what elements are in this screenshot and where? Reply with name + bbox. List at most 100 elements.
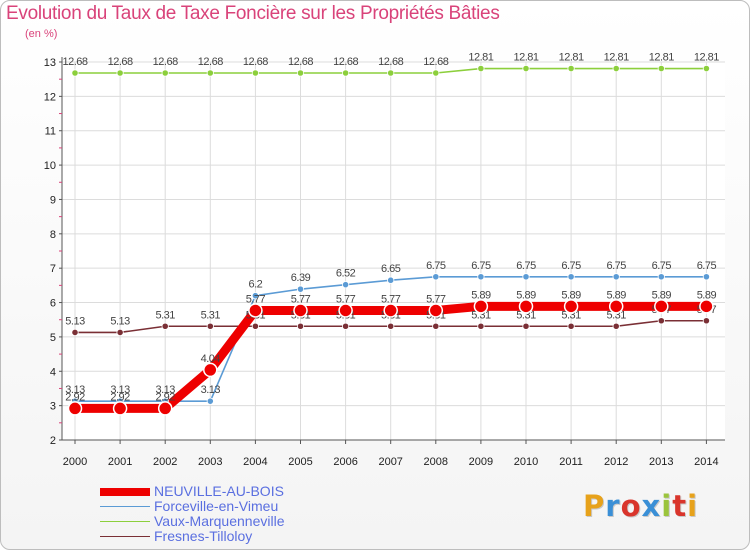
y-tick-label: 6 — [50, 298, 56, 310]
data-label: 5.31 — [516, 309, 536, 321]
y-tick-label: 9 — [50, 194, 56, 206]
data-point — [67, 401, 83, 416]
data-point — [612, 322, 620, 330]
data-label: 5.31 — [155, 309, 175, 321]
data-point — [383, 303, 398, 318]
data-point — [477, 273, 485, 281]
data-point — [567, 322, 575, 330]
data-point — [657, 64, 665, 73]
data-point — [251, 69, 259, 77]
x-tick-label: 2010 — [514, 456, 538, 468]
data-label: 6.65 — [381, 263, 401, 275]
legend-label: Fresnes-Tilloloy — [154, 528, 253, 544]
data-point — [341, 69, 350, 77]
data-label: 5.77 — [381, 293, 401, 305]
data-point — [206, 69, 214, 77]
data-point — [567, 273, 575, 281]
x-tick-label: 2013 — [649, 456, 673, 468]
x-tick-label: 2007 — [378, 456, 402, 468]
x-tick-label: 2009 — [469, 456, 493, 468]
data-point — [206, 322, 214, 330]
data-point — [112, 401, 128, 416]
data-point — [654, 299, 669, 314]
legend-swatch — [100, 506, 150, 507]
data-label: 12.68 — [198, 56, 223, 68]
data-label: 3.13 — [201, 384, 221, 396]
data-label: 3.13 — [155, 384, 175, 396]
y-tick-label: 3 — [50, 401, 56, 413]
data-point — [206, 397, 214, 405]
plot-area — [62, 62, 725, 440]
data-label: 12.81 — [468, 52, 493, 64]
data-label: 12.68 — [108, 56, 133, 68]
y-tick-label: 7 — [50, 263, 56, 275]
data-point — [116, 69, 124, 77]
data-label: 5.89 — [697, 289, 717, 301]
legend-swatch — [100, 536, 150, 537]
x-tick-label: 2012 — [604, 456, 628, 468]
data-point — [522, 64, 530, 73]
data-point — [522, 273, 530, 281]
data-point — [612, 64, 620, 73]
data-label: 5.89 — [561, 289, 581, 301]
logo-letter: P — [583, 489, 606, 523]
x-tick-label: 2002 — [153, 456, 177, 468]
data-point — [428, 303, 444, 318]
data-label: 12.81 — [694, 52, 719, 64]
data-point — [341, 281, 350, 289]
data-point — [293, 303, 308, 318]
data-point — [518, 299, 534, 314]
data-label: 5.31 — [201, 309, 221, 321]
data-point — [432, 273, 440, 281]
data-point — [338, 303, 353, 318]
data-label: 5.77 — [291, 293, 311, 305]
line-chart: 2 3 4 5 6 7 8 9 10 11 12 13 2000 2001 2002 2003 2004 2005… — [44, 52, 725, 468]
data-point — [387, 322, 395, 330]
data-label: 12.68 — [243, 56, 268, 68]
data-label: 6.75 — [606, 260, 626, 272]
logo-letter: r — [605, 489, 621, 523]
data-point — [203, 362, 218, 378]
proxiti-logo[interactable]: Proxiti — [583, 489, 698, 523]
data-label: 6.39 — [291, 272, 311, 284]
y-tick-label: 4 — [50, 366, 56, 378]
data-point — [608, 299, 624, 314]
data-label: 6.52 — [336, 268, 356, 280]
y-tick-label: 10 — [44, 160, 56, 172]
data-point — [161, 322, 169, 330]
data-label: 5.89 — [516, 289, 536, 301]
data-label: 12.81 — [559, 52, 584, 64]
data-point — [251, 322, 259, 330]
logo-letter: t — [672, 489, 688, 523]
y-tick-label: 11 — [45, 126, 56, 138]
x-tick-label: 2008 — [424, 456, 448, 468]
x-tick-label: 2001 — [108, 456, 132, 468]
x-tick-label: 2005 — [288, 456, 312, 468]
data-point — [341, 322, 350, 330]
data-point — [473, 299, 489, 314]
data-label: 2.92 — [110, 391, 130, 403]
data-label: 12.68 — [288, 56, 313, 68]
data-point — [71, 328, 79, 337]
data-point — [387, 276, 395, 284]
data-point — [432, 322, 440, 330]
data-label: 5.13 — [65, 315, 85, 327]
data-label: 6.75 — [561, 260, 581, 272]
data-point — [296, 69, 305, 77]
data-label: 5.77 — [336, 293, 356, 305]
data-label: 6.75 — [426, 260, 446, 272]
data-label: 3.13 — [110, 384, 130, 396]
data-point — [657, 317, 665, 325]
data-point — [71, 69, 79, 77]
data-point — [699, 299, 714, 314]
legend-label: Vaux-Marquenneville — [154, 513, 285, 529]
data-label: 6.75 — [471, 260, 491, 272]
data-label: 5.89 — [471, 289, 491, 301]
data-point — [251, 292, 259, 300]
data-label: 12.81 — [604, 52, 629, 64]
data-label: 5.89 — [606, 289, 626, 301]
data-label: 12.81 — [513, 52, 538, 64]
data-label: 5.31 — [561, 309, 581, 321]
data-label: 12.68 — [378, 56, 403, 68]
data-label: 5.77 — [246, 293, 266, 305]
